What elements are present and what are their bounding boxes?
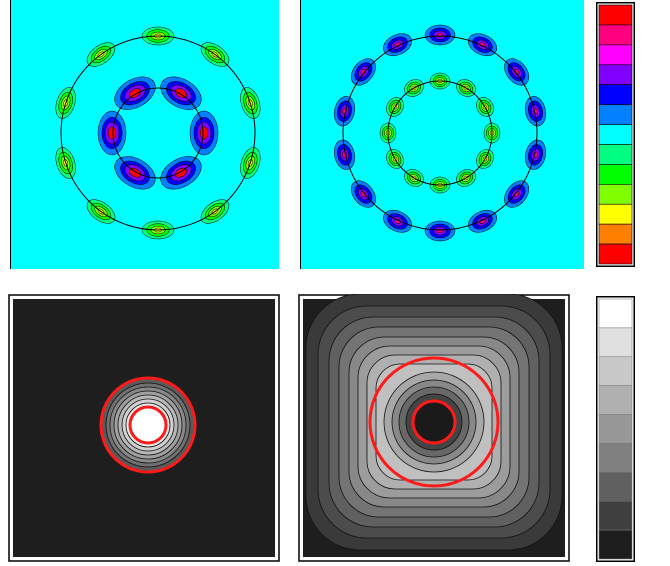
gray-swatch — [598, 500, 633, 531]
contour-lobe — [424, 220, 456, 242]
contour-lobe — [504, 58, 530, 86]
color-scale-bar — [596, 2, 635, 267]
contour-level — [513, 191, 520, 198]
gray-swatch — [598, 414, 633, 444]
color-swatch — [598, 44, 633, 66]
contour-level — [175, 88, 187, 99]
contour-level — [394, 42, 401, 48]
contour-lobe — [160, 156, 202, 190]
contour-level — [129, 88, 141, 99]
contour-lobe — [383, 209, 412, 233]
bottom-right-grayscale-panel — [298, 294, 570, 562]
gray-swatch — [598, 443, 633, 473]
red-outer-contour — [99, 376, 197, 474]
color-swatch — [598, 223, 633, 245]
outer-ring-circle — [342, 35, 538, 231]
color-swatch — [598, 124, 633, 145]
contour-lobe — [350, 58, 376, 86]
gray-swatch — [598, 298, 633, 329]
contour-level — [394, 218, 401, 224]
color-scale-svg — [596, 2, 635, 267]
color-swatch — [598, 203, 633, 225]
contour-level — [513, 68, 520, 75]
top-right-contour-panel — [300, 0, 584, 269]
color-swatch — [598, 164, 633, 185]
red-outer-contour — [368, 356, 500, 488]
contour-lobe — [524, 96, 547, 127]
inner-ring-circle — [387, 80, 493, 186]
color-swatch — [598, 184, 633, 205]
contour-level — [479, 42, 486, 48]
contour-lobe — [524, 139, 547, 170]
plot-background — [10, 0, 279, 269]
bottom-left-grayscale-panel — [8, 294, 280, 562]
red-inner-contour — [128, 405, 168, 445]
contour-lobe — [97, 110, 127, 156]
contour-lobe — [189, 110, 219, 156]
inner-ring-circle — [112, 87, 204, 179]
gray-swatch — [598, 356, 633, 386]
color-swatch — [598, 84, 633, 105]
gray-swatch — [598, 385, 633, 415]
bottom-right-grayscale-plot — [298, 294, 570, 562]
contour-lobe — [424, 24, 456, 46]
contour-lobe — [333, 96, 356, 127]
color-swatch — [598, 144, 633, 165]
top-left-contour-plot — [10, 0, 279, 269]
color-swatch — [598, 24, 633, 46]
gray-swatch — [598, 529, 633, 560]
contour-level — [175, 167, 187, 178]
color-swatch — [598, 64, 633, 85]
top-right-contour-plot — [300, 0, 584, 269]
color-swatch — [598, 104, 633, 125]
top-left-contour-panel — [10, 0, 279, 269]
ring-group — [100, 377, 196, 473]
contour-level — [479, 218, 486, 224]
outer-ring-circle — [60, 35, 256, 231]
color-swatch — [598, 243, 633, 265]
gray-swatch — [598, 472, 633, 502]
contour-level — [129, 167, 141, 178]
red-inner-contour — [411, 399, 457, 445]
ring-group — [305, 294, 563, 551]
contour-level — [107, 126, 117, 140]
gray-swatch — [598, 327, 633, 358]
gray-scale-bar — [596, 296, 635, 562]
lobe-group — [55, 26, 261, 240]
contour-level — [360, 191, 367, 198]
gray-scale-svg — [596, 296, 635, 562]
contour-level — [199, 126, 209, 140]
color-swatch — [598, 4, 633, 26]
contour-level — [360, 68, 367, 75]
contour-lobe — [350, 180, 376, 208]
contour-lobe — [504, 180, 530, 208]
bottom-left-grayscale-plot — [8, 294, 280, 562]
